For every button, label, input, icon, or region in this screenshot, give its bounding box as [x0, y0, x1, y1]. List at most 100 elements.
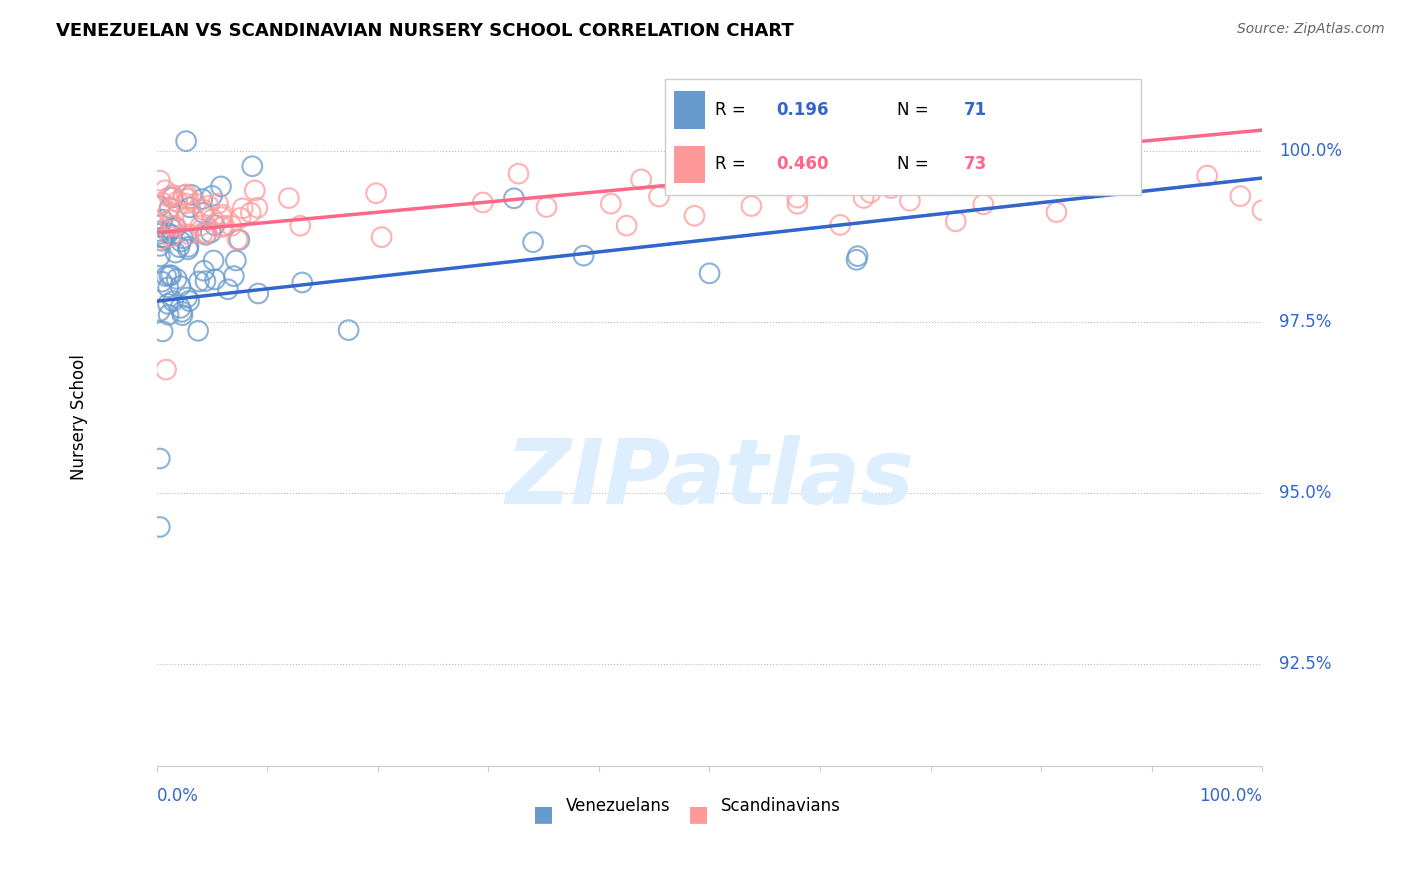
Point: [160, 221, 183, 235]
Point: [160, 228, 183, 243]
Point: [247, 286, 270, 301]
Point: [191, 206, 214, 220]
Point: [229, 211, 252, 225]
Point: [149, 227, 172, 241]
Point: [155, 183, 177, 197]
Point: [179, 201, 201, 215]
Text: Source: ZipAtlas.com: Source: ZipAtlas.com: [1237, 22, 1385, 37]
Point: [176, 210, 198, 224]
Point: [786, 191, 808, 205]
Point: [176, 187, 198, 202]
Point: [246, 201, 269, 215]
Point: [149, 233, 172, 247]
Text: N =: N =: [897, 101, 929, 119]
Point: [153, 230, 176, 244]
Point: [201, 211, 224, 226]
Text: 0.0%: 0.0%: [156, 787, 198, 805]
Text: VENEZUELAN VS SCANDINAVIAN NURSERY SCHOOL CORRELATION CHART: VENEZUELAN VS SCANDINAVIAN NURSERY SCHOO…: [56, 22, 794, 40]
Point: [176, 291, 198, 305]
Point: [243, 184, 266, 198]
Text: 73: 73: [965, 155, 987, 173]
Point: [181, 211, 204, 225]
Point: [149, 173, 172, 187]
Point: [160, 268, 183, 283]
Point: [945, 214, 967, 228]
Point: [177, 243, 200, 257]
Point: [149, 239, 172, 253]
Point: [156, 297, 179, 311]
Point: [859, 186, 882, 200]
Point: [209, 179, 232, 194]
Point: [503, 191, 526, 205]
Point: [159, 218, 181, 232]
Point: [149, 199, 172, 213]
Point: [177, 240, 200, 254]
Point: [180, 187, 202, 202]
Text: 95.0%: 95.0%: [1279, 483, 1331, 501]
Point: [823, 178, 845, 192]
Point: [217, 282, 239, 296]
Point: [177, 192, 200, 206]
Text: 0.196: 0.196: [776, 101, 828, 119]
Point: [150, 234, 173, 248]
Point: [830, 218, 852, 232]
Point: [207, 196, 229, 211]
Point: [193, 264, 215, 278]
Text: N =: N =: [897, 155, 929, 173]
Point: [195, 226, 218, 240]
Point: [177, 227, 200, 242]
Point: [1229, 189, 1251, 203]
Point: [370, 230, 392, 244]
Point: [155, 269, 177, 284]
Point: [166, 194, 188, 209]
Point: [159, 213, 181, 227]
Point: [165, 220, 187, 235]
Point: [880, 181, 903, 195]
Point: [173, 188, 195, 202]
Point: [290, 219, 312, 233]
Point: [630, 172, 652, 186]
Bar: [673, 91, 704, 128]
Point: [162, 294, 184, 309]
Point: [193, 202, 215, 217]
Point: [508, 167, 530, 181]
Text: ■: ■: [688, 804, 709, 824]
Point: [1045, 205, 1067, 219]
Point: [239, 205, 262, 219]
Point: [211, 210, 233, 224]
Point: [846, 249, 869, 263]
Point: [149, 520, 172, 534]
FancyBboxPatch shape: [665, 78, 1140, 195]
Point: [184, 196, 207, 211]
Point: [786, 196, 808, 211]
Text: ■: ■: [533, 804, 554, 824]
Point: [191, 192, 214, 206]
Point: [179, 293, 201, 308]
Bar: [673, 145, 704, 184]
Point: [727, 168, 749, 182]
Text: Venezuelans: Venezuelans: [565, 797, 671, 815]
Text: Scandinavians: Scandinavians: [720, 797, 841, 815]
Point: [159, 201, 181, 215]
Point: [172, 231, 194, 245]
Point: [616, 219, 638, 233]
Point: [190, 219, 212, 233]
Point: [212, 219, 235, 233]
Point: [149, 198, 172, 212]
Point: [1019, 174, 1042, 188]
Point: [155, 362, 177, 376]
Point: [197, 199, 219, 213]
Point: [366, 186, 388, 201]
Point: [169, 240, 191, 254]
Point: [157, 268, 180, 283]
Point: [170, 235, 193, 249]
Point: [522, 235, 544, 249]
Point: [200, 226, 222, 240]
Point: [222, 269, 245, 284]
Point: [204, 218, 226, 232]
Point: [648, 189, 671, 203]
Point: [172, 308, 194, 322]
Point: [813, 178, 835, 193]
Point: [1197, 169, 1219, 183]
Point: [972, 197, 994, 211]
